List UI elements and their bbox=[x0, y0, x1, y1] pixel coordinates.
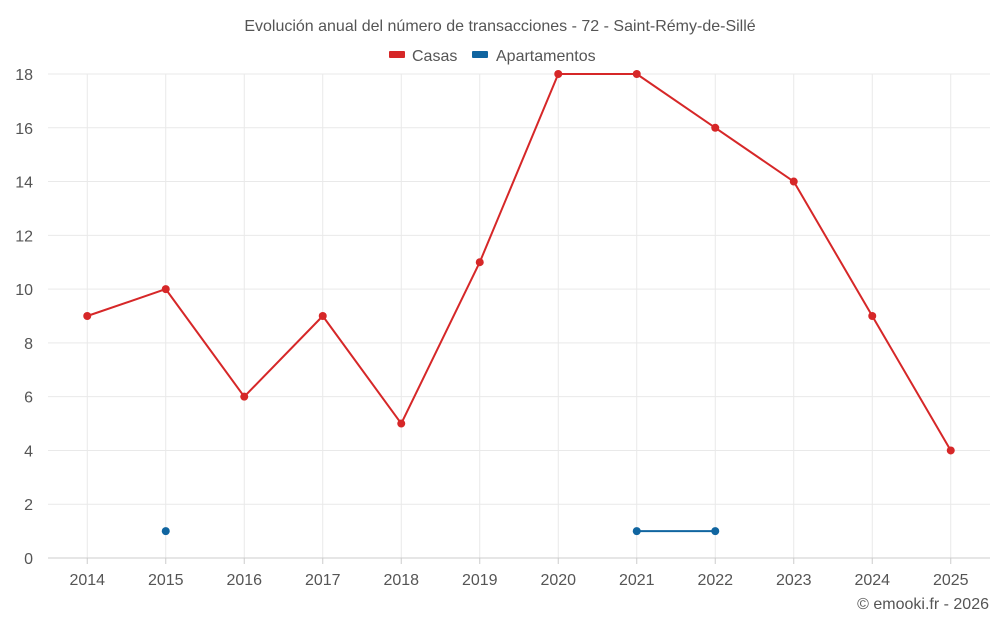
data-point-casas[interactable] bbox=[397, 419, 406, 428]
x-tick-label: 2015 bbox=[148, 572, 184, 589]
series-casas bbox=[83, 70, 955, 455]
data-point-casas[interactable] bbox=[240, 392, 249, 401]
data-point-casas[interactable] bbox=[632, 70, 641, 78]
y-tick-label: 10 bbox=[15, 282, 33, 299]
grid bbox=[48, 73, 990, 558]
data-point-casas[interactable] bbox=[554, 70, 563, 78]
y-tick-label: 16 bbox=[15, 121, 33, 138]
y-tick-label: 18 bbox=[15, 67, 33, 84]
chart-title: Evolución anual del número de transaccio… bbox=[244, 18, 755, 35]
data-point-casas[interactable] bbox=[475, 258, 484, 267]
data-point-casas[interactable] bbox=[161, 285, 170, 294]
y-tick-label: 2 bbox=[24, 497, 33, 514]
y-tick-label: 0 bbox=[24, 551, 33, 568]
x-tick-label: 2019 bbox=[462, 572, 498, 589]
x-tick-label: 2014 bbox=[69, 572, 105, 589]
axes: 0 2 4 6 8 10 12 14 16 18 2014 2015 2016 2017 2018 2019 2… bbox=[15, 67, 990, 589]
x-tick-label: 2023 bbox=[776, 572, 812, 589]
credit-text: © emooki.fr - 2026 bbox=[857, 596, 989, 613]
x-tick-label: 2016 bbox=[226, 572, 262, 589]
data-point-casas[interactable] bbox=[83, 312, 92, 320]
x-tick-label: 2022 bbox=[697, 572, 733, 589]
y-tick-label: 8 bbox=[24, 336, 33, 353]
x-tick-label: 2017 bbox=[305, 572, 341, 589]
legend-label-apartamentos: Apartamentos bbox=[496, 48, 596, 65]
legend-item-apartamentos[interactable]: Apartamentos bbox=[472, 48, 596, 65]
data-point-apartamentos[interactable] bbox=[632, 527, 641, 536]
data-point-casas[interactable] bbox=[868, 312, 877, 320]
y-tick-label: 4 bbox=[24, 443, 33, 460]
series-line-casas bbox=[86, 73, 952, 451]
data-point-casas[interactable] bbox=[318, 312, 327, 320]
legend-label-casas: Casas bbox=[412, 48, 457, 65]
data-point-apartamentos[interactable] bbox=[711, 527, 720, 536]
series bbox=[83, 70, 955, 536]
x-tick-label: 2018 bbox=[383, 572, 419, 589]
x-tick-label: 2020 bbox=[540, 572, 576, 589]
legend-item-casas[interactable]: Casas bbox=[389, 48, 457, 65]
x-tick-label: 2021 bbox=[619, 572, 655, 589]
data-point-casas[interactable] bbox=[789, 177, 798, 186]
y-tick-label: 14 bbox=[15, 175, 33, 192]
data-point-casas[interactable] bbox=[946, 446, 955, 455]
x-tick-label: 2024 bbox=[854, 572, 890, 589]
y-tick-label: 6 bbox=[24, 390, 33, 407]
x-tick-label: 2025 bbox=[933, 572, 969, 589]
data-point-casas[interactable] bbox=[711, 123, 720, 132]
data-point-apartamentos[interactable] bbox=[161, 527, 170, 536]
y-tick-label: 12 bbox=[15, 228, 33, 245]
legend-swatch-casas bbox=[389, 51, 405, 58]
legend-swatch-apartamentos bbox=[472, 51, 488, 58]
legend: Casas Apartamentos bbox=[389, 48, 596, 65]
series-apartamentos bbox=[161, 527, 720, 536]
